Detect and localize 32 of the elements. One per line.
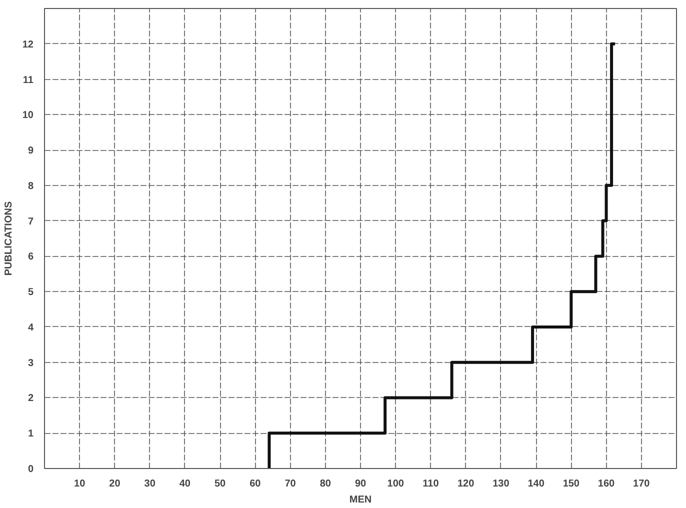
- y-tick-label: 0: [28, 464, 34, 475]
- y-tick-label: 11: [22, 74, 34, 86]
- x-tick-label: 120: [457, 478, 475, 490]
- y-tick-label: 12: [22, 39, 34, 50]
- y-tick-label: 6: [28, 252, 34, 263]
- x-tick-label: 70: [284, 478, 296, 490]
- x-tick-label: 140: [528, 478, 545, 490]
- x-tick-label: 90: [354, 478, 366, 490]
- x-tick-label: 160: [598, 478, 616, 490]
- y-tick-label: 3: [28, 358, 34, 369]
- x-tick-label: 10: [74, 478, 86, 490]
- y-tick-label: 1: [28, 428, 34, 440]
- x-tick-label: 40: [179, 478, 191, 490]
- y-tick-label: 9: [28, 146, 34, 157]
- x-tick-label: 80: [320, 478, 332, 490]
- x-tick-label: 130: [492, 478, 510, 490]
- x-tick-label: 30: [144, 478, 156, 490]
- y-tick-label: 4: [28, 322, 34, 334]
- x-tick-label: 150: [562, 478, 580, 490]
- x-tick-label: 170: [633, 478, 650, 490]
- y-tick-label: 5: [28, 287, 34, 298]
- y-tick-label: 8: [28, 180, 34, 192]
- x-tick-label: 20: [109, 478, 121, 490]
- x-tick-label: 100: [387, 478, 404, 490]
- x-tick-label: 110: [422, 478, 440, 490]
- y-tick-label: 10: [22, 110, 34, 122]
- y-tick-label: 7: [28, 216, 34, 228]
- x-axis-title: MEN: [349, 494, 372, 506]
- y-tick-label: 2: [28, 393, 34, 404]
- y-axis-title: PUBLICATIONS: [3, 201, 14, 276]
- x-tick-label: 60: [250, 478, 262, 490]
- x-tick-label: 50: [214, 478, 226, 490]
